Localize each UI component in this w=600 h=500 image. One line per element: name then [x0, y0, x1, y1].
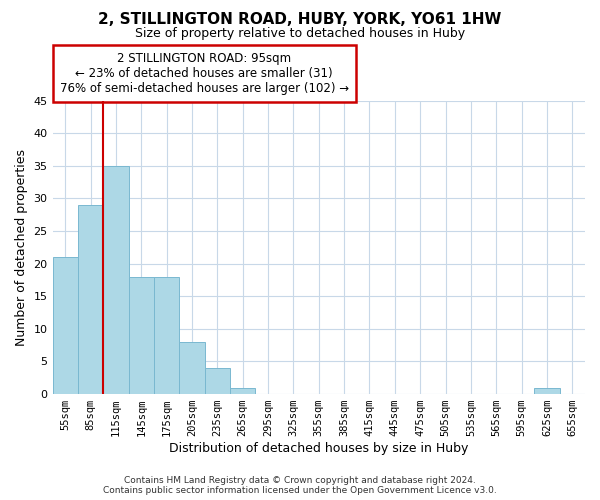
- Bar: [128, 276, 154, 394]
- Bar: [205, 368, 230, 394]
- Text: Contains HM Land Registry data © Crown copyright and database right 2024.
Contai: Contains HM Land Registry data © Crown c…: [103, 476, 497, 495]
- Bar: [53, 257, 78, 394]
- Text: 2, STILLINGTON ROAD, HUBY, YORK, YO61 1HW: 2, STILLINGTON ROAD, HUBY, YORK, YO61 1H…: [98, 12, 502, 28]
- X-axis label: Distribution of detached houses by size in Huby: Distribution of detached houses by size …: [169, 442, 469, 455]
- Text: Size of property relative to detached houses in Huby: Size of property relative to detached ho…: [135, 28, 465, 40]
- Text: 2 STILLINGTON ROAD: 95sqm
← 23% of detached houses are smaller (31)
76% of semi-: 2 STILLINGTON ROAD: 95sqm ← 23% of detac…: [60, 52, 349, 95]
- Bar: [230, 388, 256, 394]
- Bar: [534, 388, 560, 394]
- Bar: [154, 276, 179, 394]
- Bar: [179, 342, 205, 394]
- Bar: [103, 166, 128, 394]
- Y-axis label: Number of detached properties: Number of detached properties: [15, 149, 28, 346]
- Bar: [78, 205, 103, 394]
